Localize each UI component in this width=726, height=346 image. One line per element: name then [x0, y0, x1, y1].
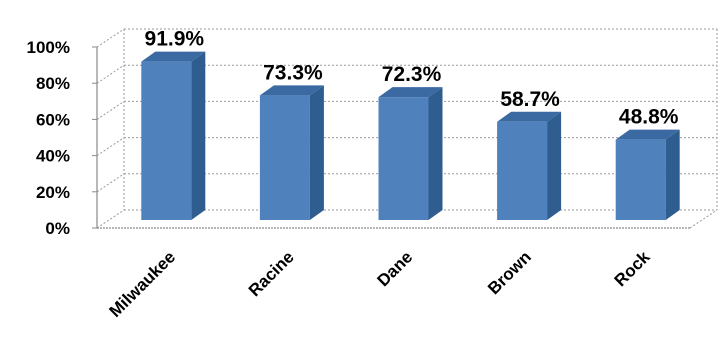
x-category-label: Racine [245, 247, 298, 300]
bar-front [141, 61, 192, 221]
bar-front [497, 121, 548, 220]
x-category-label: Milwaukee [106, 247, 180, 321]
bar-top [497, 111, 562, 122]
x-category-label: Dane [373, 247, 416, 290]
x-category-label: Brown [484, 247, 535, 298]
bar-top [615, 129, 680, 140]
bar-top [141, 51, 206, 62]
y-axis: 0% 20% 40% 60% 80% 100% [27, 38, 97, 238]
data-label: 58.7% [500, 88, 560, 111]
bar-side [309, 85, 324, 221]
gridline-side [96, 64, 125, 84]
y-tick-label: 0% [45, 219, 70, 238]
gridline-side [96, 173, 125, 193]
data-label: 73.3% [263, 61, 323, 84]
bar [378, 87, 443, 221]
bar [141, 51, 206, 221]
y-tick-label: 80% [36, 74, 70, 93]
gridline-side [96, 137, 125, 157]
bar-top [378, 87, 443, 98]
y-tick-label: 100% [27, 38, 70, 57]
gridline-side [96, 100, 125, 120]
gridline-side [96, 209, 125, 229]
data-labels: 91.9% 73.3% 72.3% 58.7% 48.8% [145, 28, 679, 129]
data-label: 91.9% [145, 28, 205, 51]
bar-side [428, 87, 443, 221]
bar-top [259, 85, 324, 96]
y-tick-label: 40% [36, 147, 70, 166]
bar [497, 111, 562, 220]
floor-right-edge [689, 209, 718, 229]
bar-side [665, 129, 680, 220]
x-axis: Milwaukee Racine Dane Brown Rock [106, 247, 654, 321]
bar-front [615, 139, 666, 220]
chart-bars [141, 51, 680, 221]
data-label: 72.3% [382, 63, 442, 86]
gridline-side [96, 28, 125, 48]
bar-front [378, 97, 429, 220]
bar [259, 85, 324, 221]
y-tick-label: 20% [36, 183, 70, 202]
bar-side [547, 111, 562, 220]
y-tick-label: 60% [36, 110, 70, 129]
bar-front [259, 95, 310, 220]
bar-side [191, 51, 206, 221]
bar [615, 129, 680, 220]
x-category-label: Rock [611, 247, 654, 290]
data-label: 48.8% [619, 106, 679, 129]
